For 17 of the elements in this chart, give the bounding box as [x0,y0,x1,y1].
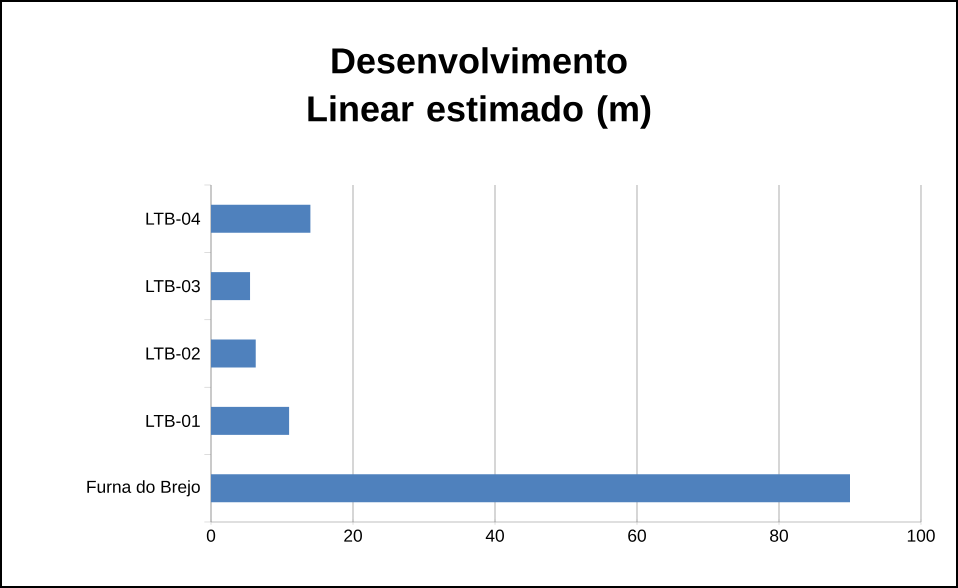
x-tick-label: 80 [770,530,788,542]
y-tick-label: LTB-03 [146,280,200,292]
bar [211,339,256,368]
x-tick-label: 40 [486,530,504,542]
y-tick-label: LTB-01 [146,414,200,428]
bar [211,204,310,233]
x-tick-label: 100 [908,530,935,542]
y-tick-label: LTB-04 [146,212,200,225]
bar [211,474,850,502]
bar [211,272,250,300]
chart-title: Desenvolvimento Linear estimado (m) [308,47,650,129]
y-tick-label: LTB-02 [146,347,200,360]
x-tick-label: 0 [206,530,216,542]
x-tick-label: 60 [628,530,646,542]
y-tick-label: Furna do Brejo [87,480,200,496]
x-tick-label: 20 [344,530,362,542]
bar [211,406,290,435]
